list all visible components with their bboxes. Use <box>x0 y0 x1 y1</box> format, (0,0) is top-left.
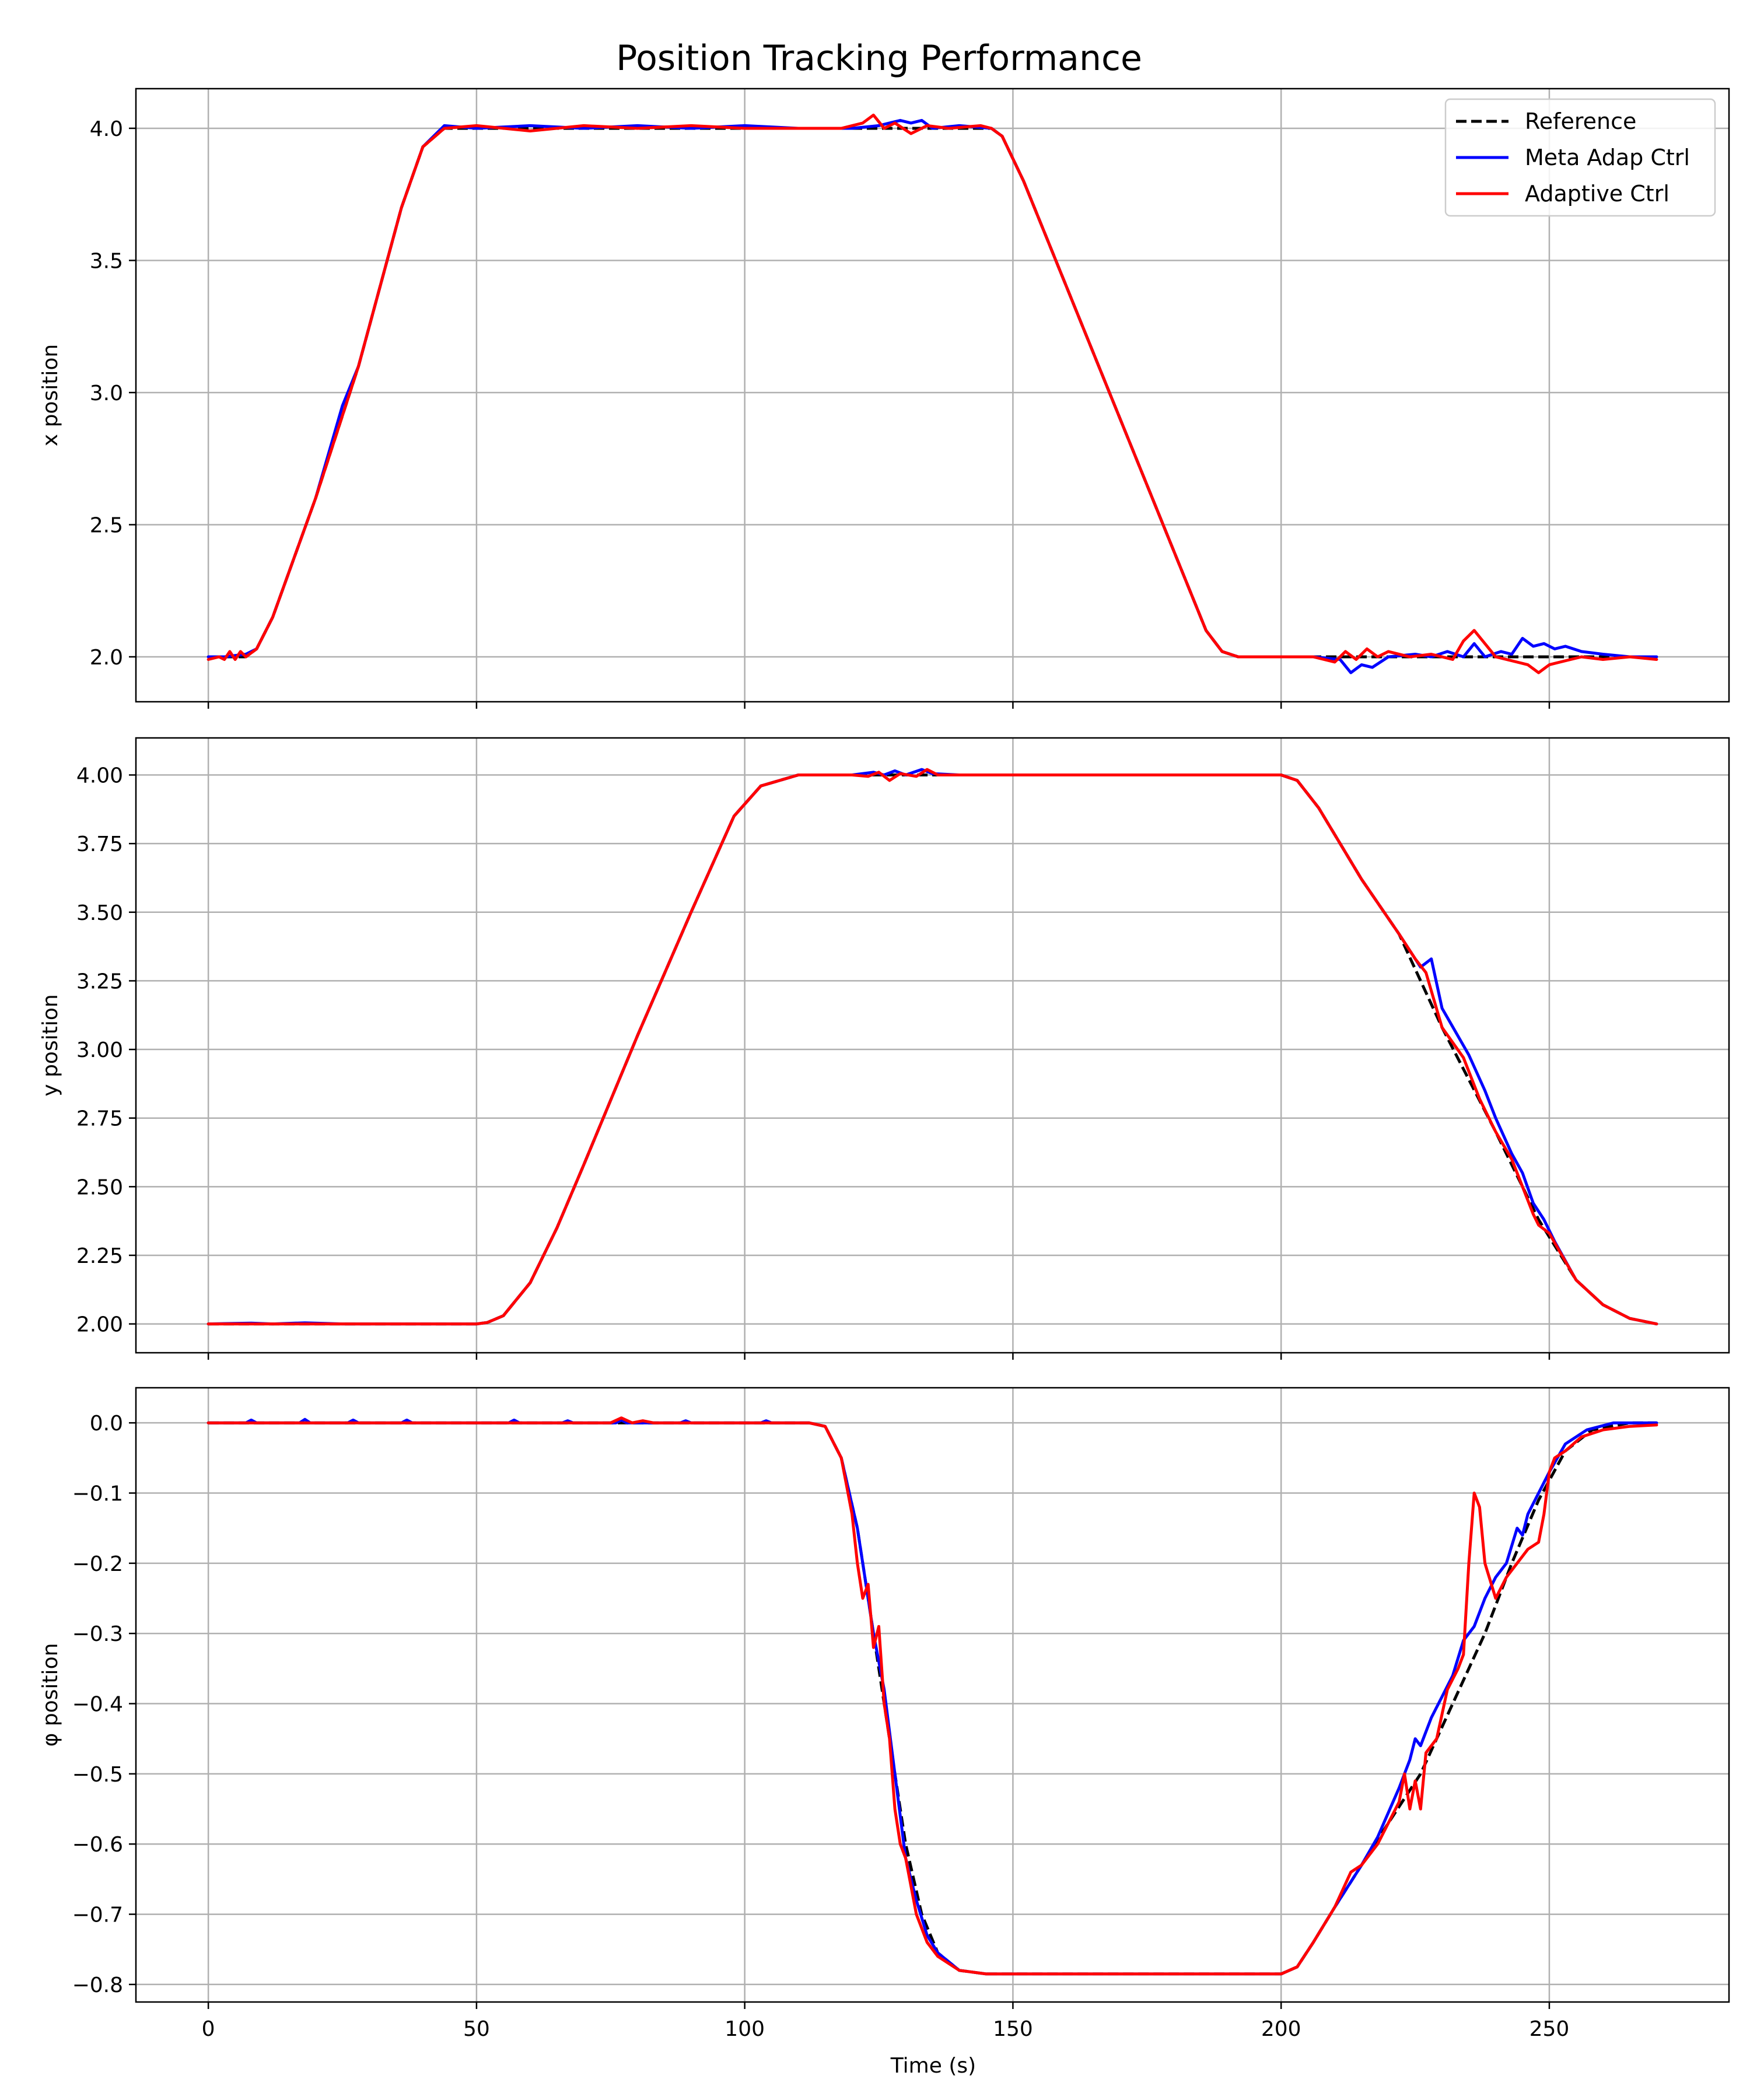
chart-panels: 2.0 2.5 3.0 3.5 4.0 x position 2.00 2.25 2.50 2.7… <box>38 88 1730 2041</box>
x-tick-label: 50 <box>463 2017 490 2041</box>
x-tick-label: 150 <box>993 2017 1033 2041</box>
y-tick-label: 3.25 <box>76 970 123 993</box>
axes-frame <box>135 88 1730 703</box>
x-tick-label: 250 <box>1530 2017 1570 2041</box>
y-tick-label: 4.0 <box>90 117 123 141</box>
y-tick-label: 2.00 <box>76 1313 123 1337</box>
y-tick-label: 4.00 <box>76 764 123 788</box>
y-tick-label: 2.25 <box>76 1244 123 1268</box>
y-tick-label: −0.4 <box>72 1693 123 1717</box>
axes-frame <box>135 737 1730 1354</box>
series-line-adaptive-ctrl <box>206 113 1658 674</box>
y-tick-label: 3.0 <box>90 382 123 405</box>
y-tick-label: 3.5 <box>90 249 123 273</box>
chart-title: Position Tracking Performance <box>616 38 1142 79</box>
axes-frame <box>135 1387 1730 2003</box>
y-axis-label: x position <box>38 344 62 446</box>
y-tick-label: 3.75 <box>76 832 123 856</box>
y-tick-label: 3.00 <box>76 1038 123 1062</box>
series-line-adaptive-ctrl <box>206 768 1658 1326</box>
y-tick-label: −0.7 <box>72 1903 123 1927</box>
x-axis-label: Time (s) <box>890 2054 976 2078</box>
y-tick-label: 2.75 <box>76 1107 123 1131</box>
series-line-adaptive-ctrl <box>206 1416 1658 1976</box>
y-tick-label: −0.2 <box>72 1552 123 1576</box>
y-tick-label: 3.50 <box>76 901 123 925</box>
legend-box <box>1444 98 1716 217</box>
y-tick-label: 2.5 <box>90 513 123 537</box>
legend-label: Adaptive Ctrl <box>1525 181 1670 206</box>
x-tick-label: 200 <box>1261 2017 1301 2041</box>
y-tick-label: −0.1 <box>72 1482 123 1506</box>
legend: Reference Meta Adap Ctrl Adaptive Ctrl <box>1444 98 1716 217</box>
y-tick-label: 2.50 <box>76 1175 123 1199</box>
panel-2: 2.00 2.25 2.50 2.75 3.00 3.25 3.50 3.75 4.00 y po… <box>38 737 1730 1360</box>
y-axis-label: y position <box>38 994 62 1096</box>
y-axis-label: φ position <box>38 1643 62 1747</box>
series-group <box>206 113 1658 674</box>
y-tick-label: −0.6 <box>72 1833 123 1857</box>
legend-label: Reference <box>1525 108 1636 134</box>
legend-label: Meta Adap Ctrl <box>1525 145 1690 170</box>
x-tick-label: 100 <box>724 2017 765 2041</box>
y-tick-label: −0.3 <box>72 1622 123 1646</box>
x-tick-label: 0 <box>202 2017 215 2041</box>
y-tick-label: 0.0 <box>90 1412 123 1436</box>
y-tick-label: −0.5 <box>72 1763 123 1787</box>
y-tick-label: 2.0 <box>90 646 123 670</box>
y-tick-label: −0.8 <box>72 1973 123 1997</box>
series-group <box>206 768 1658 1326</box>
series-group <box>206 1416 1658 1976</box>
panel-3: −0.8 −0.7 −0.6 −0.5 −0.4 −0.3 −0.2 −0.1 0.0 0 50 10… <box>38 1387 1730 2041</box>
